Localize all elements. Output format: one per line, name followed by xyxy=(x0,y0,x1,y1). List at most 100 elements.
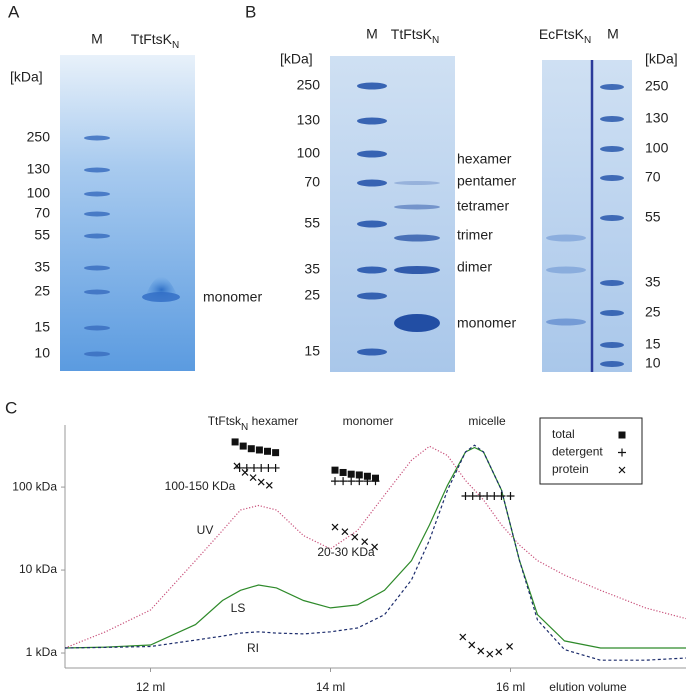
marker-plus xyxy=(355,477,364,486)
marker-plus xyxy=(271,463,280,472)
marker-plus xyxy=(618,448,626,457)
gel-band xyxy=(357,292,387,300)
annotation: 20-30 KDa xyxy=(317,545,375,559)
marker-label: 250 xyxy=(645,78,669,94)
lane-label: M xyxy=(366,26,378,42)
gel-band xyxy=(394,314,440,332)
marker-square xyxy=(231,438,239,446)
gel-band xyxy=(600,215,624,221)
marker-cross xyxy=(257,478,265,486)
gel-band xyxy=(600,280,624,286)
marker-square xyxy=(355,471,363,479)
lane-label-sub: N xyxy=(172,40,179,51)
marker-plus xyxy=(506,492,515,501)
marker-cross xyxy=(371,543,379,551)
gel-band xyxy=(546,266,586,274)
marker-square xyxy=(618,431,626,439)
lane-label: M xyxy=(607,26,619,42)
gel-band xyxy=(600,116,624,122)
lane-label: M xyxy=(91,31,103,47)
marker-cross xyxy=(506,643,514,650)
marker-label: 100 xyxy=(27,185,51,201)
marker-label: 55 xyxy=(645,209,661,225)
marker-plus xyxy=(331,477,339,486)
marker-cross xyxy=(331,523,339,531)
marker-label: 15 xyxy=(645,336,661,352)
marker-plus xyxy=(468,492,477,501)
gel-band xyxy=(600,342,624,348)
marker-plus xyxy=(339,477,348,486)
marker-label: 130 xyxy=(645,110,669,126)
gel-band xyxy=(357,220,387,228)
marker-label: 15 xyxy=(304,343,320,359)
gel-band xyxy=(84,265,110,271)
gel-band xyxy=(84,135,110,141)
y-tick-label: 100 kDa xyxy=(12,479,57,493)
gel-a xyxy=(60,55,195,371)
marker-label: 25 xyxy=(34,283,50,299)
curve xyxy=(64,446,686,649)
marker-plus xyxy=(490,492,499,501)
lane-label: TtFtsKN xyxy=(131,31,179,51)
marker-cross xyxy=(249,474,257,482)
marker-label: 70 xyxy=(304,174,320,190)
lane-label-main: TtFtsK xyxy=(131,31,173,47)
y-tick-label: 10 kDa xyxy=(19,562,57,576)
lane-label-sub: N xyxy=(432,35,439,46)
marker-cross xyxy=(618,466,626,474)
marker-square xyxy=(339,468,347,476)
gel-band xyxy=(84,167,110,173)
curve-label: RI xyxy=(247,641,259,655)
marker-plus xyxy=(475,492,484,501)
marker-cross xyxy=(233,462,241,470)
marker-square xyxy=(347,470,355,478)
marker-square xyxy=(264,447,271,455)
marker-square xyxy=(247,445,255,453)
marker-label: 70 xyxy=(34,205,50,221)
gel-band xyxy=(357,348,387,356)
marker-label: 10 xyxy=(645,355,661,371)
annotation: monomer xyxy=(343,414,394,428)
marker-cross xyxy=(361,538,369,546)
marker-plus xyxy=(497,492,506,501)
gel-band xyxy=(394,266,440,274)
marker-plus xyxy=(371,477,380,486)
marker-label: 25 xyxy=(304,287,320,303)
gel-band xyxy=(142,292,180,302)
x-tick-label: 12 ml xyxy=(136,680,165,693)
gel-band xyxy=(394,204,440,210)
marker-plus xyxy=(250,463,258,472)
oligomer-label: trimer xyxy=(457,227,493,243)
x-tick-label: 14 ml xyxy=(316,680,345,693)
marker-label: 35 xyxy=(34,259,50,275)
marker-cross xyxy=(459,633,467,641)
x-tick-label: 16 ml xyxy=(496,680,525,693)
lane-label-sub: N xyxy=(584,35,591,46)
oligomer-label: dimer xyxy=(457,259,492,275)
oligomer-label: monomer xyxy=(457,315,516,331)
gel-band xyxy=(84,289,110,295)
marker-label: 130 xyxy=(297,112,321,128)
oligomer-label: pentamer xyxy=(457,173,516,189)
marker-label: 250 xyxy=(297,77,321,93)
gel-band xyxy=(357,179,387,187)
legend-label: detergent xyxy=(552,445,603,459)
marker-cross xyxy=(495,648,503,656)
marker-label: 35 xyxy=(645,274,661,290)
gel-band xyxy=(600,146,624,152)
unit-label: [kDa] xyxy=(280,51,313,67)
marker-square xyxy=(239,442,247,450)
gel-band xyxy=(600,175,624,181)
marker-plus xyxy=(483,492,492,501)
marker-label: 100 xyxy=(645,140,669,156)
marker-plus xyxy=(363,477,372,486)
panel-label: A xyxy=(8,2,20,21)
marker-cross xyxy=(265,481,273,489)
marker-label: 10 xyxy=(34,345,50,361)
gel-band xyxy=(84,351,110,357)
panel-label: C xyxy=(5,398,17,417)
marker-label: 55 xyxy=(34,227,50,243)
marker-plus xyxy=(264,463,273,472)
marker-label: 35 xyxy=(304,261,320,277)
lane-label-main: TtFtsK xyxy=(391,26,433,42)
